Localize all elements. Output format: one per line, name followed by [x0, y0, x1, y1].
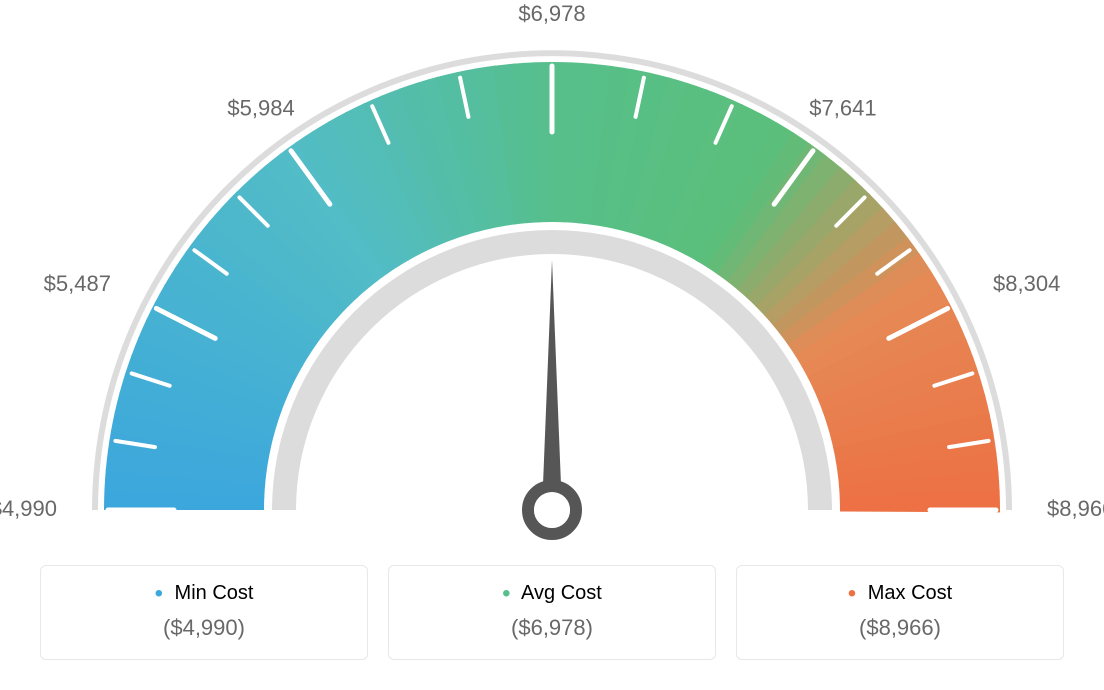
legend-card-max: • Max Cost ($8,966): [736, 565, 1064, 660]
svg-text:$5,487: $5,487: [44, 271, 111, 296]
svg-text:$4,990: $4,990: [0, 496, 57, 521]
chart-container: $4,990 $5,487 $5,984 $6,978 $7,641 $8,304 $8,9…: [0, 0, 1104, 690]
svg-text:$6,978: $6,978: [518, 1, 585, 26]
legend-value-avg: ($6,978): [399, 615, 705, 641]
legend-title-min: • Min Cost: [51, 582, 357, 605]
dot-icon: •: [155, 580, 163, 607]
legend-title-avg: • Avg Cost: [399, 582, 705, 605]
legend-label-avg: Avg Cost: [521, 582, 602, 604]
gauge-area: $4,990 $5,487 $5,984 $6,978 $7,641 $8,304 $8,9…: [0, 0, 1104, 540]
svg-text:$5,984: $5,984: [227, 95, 294, 120]
legend-row: • Min Cost ($4,990) • Avg Cost ($6,978) …: [40, 565, 1064, 660]
legend-card-min: • Min Cost ($4,990): [40, 565, 368, 660]
legend-title-max: • Max Cost: [747, 582, 1053, 605]
legend-label-min: Min Cost: [175, 582, 254, 604]
dot-icon: •: [502, 580, 510, 607]
legend-label-max: Max Cost: [868, 582, 952, 604]
legend-value-max: ($8,966): [747, 615, 1053, 641]
svg-text:$8,304: $8,304: [993, 271, 1060, 296]
legend-card-avg: • Avg Cost ($6,978): [388, 565, 716, 660]
svg-text:$7,641: $7,641: [809, 95, 876, 120]
dot-icon: •: [848, 580, 856, 607]
gauge-chart: $4,990 $5,487 $5,984 $6,978 $7,641 $8,304 $8,9…: [0, 0, 1104, 540]
legend-value-min: ($4,990): [51, 615, 357, 641]
svg-text:$8,966: $8,966: [1047, 496, 1104, 521]
